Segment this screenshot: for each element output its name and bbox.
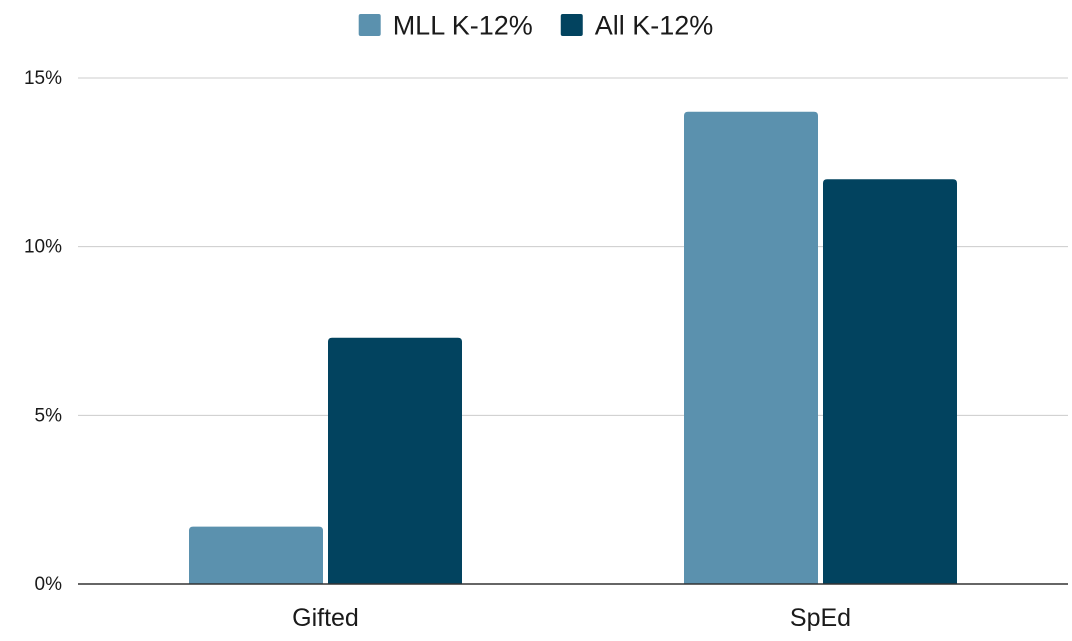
y-tick-label: 5% xyxy=(35,405,63,426)
x-tick-label: Gifted xyxy=(292,604,359,632)
y-tick-label: 15% xyxy=(24,68,62,89)
bar-gifted-series-1 xyxy=(189,526,323,584)
x-tick-labels: Gifted SpEd xyxy=(292,604,851,632)
legend-swatch xyxy=(560,14,583,36)
y-tick-label: 0% xyxy=(35,574,63,595)
legend-swatch xyxy=(358,14,381,36)
legend-label: MLL K-12% xyxy=(393,11,533,41)
bar-gifted-series-2 xyxy=(328,337,462,584)
legend: MLL K-12% All K-12% xyxy=(358,11,714,41)
legend-label: All K-12% xyxy=(595,11,714,41)
x-tick-label: SpEd xyxy=(790,604,851,632)
bars xyxy=(189,111,957,584)
bar-sped-series-1 xyxy=(684,111,818,584)
y-tick-labels: 0% 5% 10% 15% xyxy=(24,68,62,595)
y-tick-label: 10% xyxy=(24,237,62,258)
legend-item: MLL K-12% xyxy=(358,11,533,41)
legend-item: All K-12% xyxy=(560,11,714,41)
bar-sped-series-2 xyxy=(823,179,957,584)
